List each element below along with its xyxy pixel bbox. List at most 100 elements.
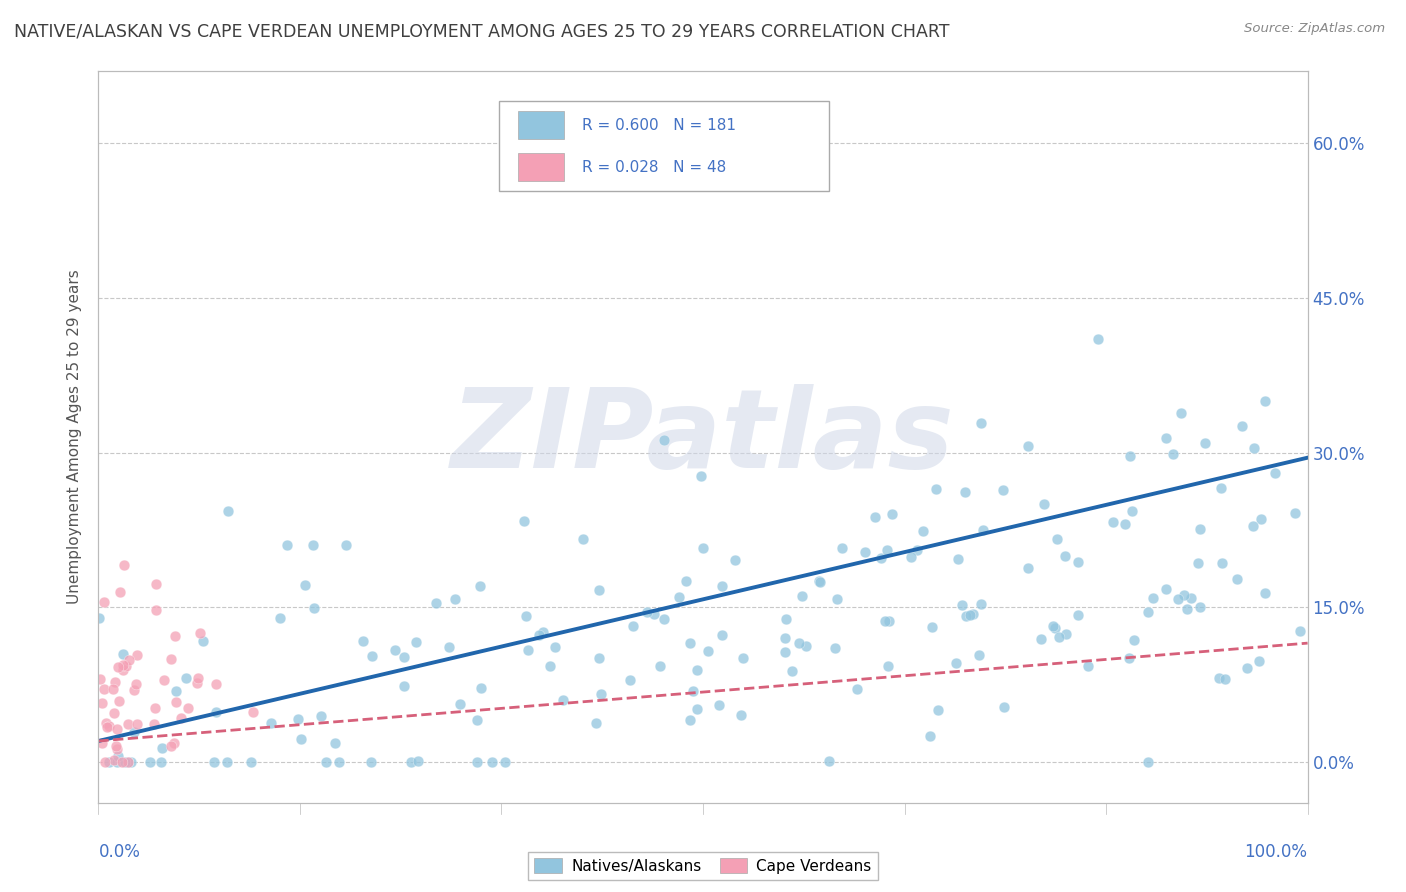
Text: 100.0%: 100.0%	[1244, 843, 1308, 861]
FancyBboxPatch shape	[517, 153, 564, 181]
Point	[1180, 591, 1202, 605]
Point	[125, 648, 148, 662]
Point	[112, 657, 135, 672]
Point	[107, 694, 129, 708]
Point	[679, 713, 702, 727]
Point	[724, 553, 747, 567]
Point	[269, 610, 291, 624]
Text: R = 0.600   N = 181: R = 0.600 N = 181	[582, 118, 737, 133]
Text: NATIVE/ALASKAN VS CAPE VERDEAN UNEMPLOYMENT AMONG AGES 25 TO 29 YEARS CORRELATIO: NATIVE/ALASKAN VS CAPE VERDEAN UNEMPLOYM…	[14, 22, 949, 40]
Text: R = 0.028   N = 48: R = 0.028 N = 48	[582, 160, 727, 175]
Point	[959, 607, 981, 622]
Point	[1087, 332, 1109, 346]
Point	[176, 701, 198, 715]
Point	[93, 681, 115, 696]
Point	[468, 579, 491, 593]
Point	[1046, 532, 1069, 546]
Point	[875, 614, 897, 628]
Point	[481, 755, 503, 769]
Point	[107, 742, 129, 756]
Point	[1167, 592, 1189, 607]
Point	[876, 542, 898, 557]
Point	[142, 717, 165, 731]
Point	[1029, 632, 1052, 646]
Point	[449, 697, 471, 711]
Point	[217, 755, 239, 769]
Point	[1211, 556, 1233, 570]
Point	[392, 649, 415, 664]
Point	[89, 672, 111, 686]
Point	[870, 551, 893, 566]
Text: ZIPatlas: ZIPatlas	[451, 384, 955, 491]
Point	[1119, 449, 1142, 463]
Point	[276, 538, 298, 552]
Point	[1017, 561, 1039, 575]
Point	[165, 695, 187, 709]
Point	[384, 643, 406, 657]
Point	[1066, 555, 1088, 569]
Point	[112, 647, 135, 661]
Point	[1243, 441, 1265, 455]
Point	[790, 589, 813, 603]
Point	[1047, 630, 1070, 644]
Point	[104, 675, 127, 690]
Point	[619, 673, 641, 688]
Point	[945, 656, 967, 670]
Point	[153, 673, 176, 687]
Point	[260, 716, 283, 731]
Point	[1101, 516, 1123, 530]
Point	[538, 659, 561, 673]
Point	[877, 659, 900, 673]
Point	[117, 755, 139, 769]
Point	[187, 671, 209, 685]
Point	[621, 619, 644, 633]
Point	[104, 739, 127, 754]
Point	[94, 716, 117, 731]
Point	[690, 469, 713, 483]
Point	[950, 598, 973, 612]
Point	[733, 651, 755, 665]
Point	[124, 725, 146, 739]
Point	[1042, 619, 1064, 633]
Point	[775, 612, 797, 626]
Point	[948, 552, 970, 566]
Point	[323, 736, 346, 750]
Point	[1187, 556, 1209, 570]
Point	[301, 537, 323, 551]
Point	[470, 681, 492, 696]
Point	[955, 609, 977, 624]
Point	[824, 641, 846, 656]
Point	[1032, 497, 1054, 511]
Point	[107, 660, 129, 674]
Point	[205, 705, 228, 719]
Point	[1284, 506, 1306, 520]
Point	[125, 717, 148, 731]
Point	[360, 755, 382, 769]
Text: 0.0%: 0.0%	[98, 843, 141, 861]
Point	[1194, 436, 1216, 450]
Point	[794, 639, 817, 653]
Point	[1077, 658, 1099, 673]
Point	[1188, 600, 1211, 615]
Point	[1142, 591, 1164, 605]
Point	[150, 740, 173, 755]
Point	[117, 716, 139, 731]
Point	[654, 612, 676, 626]
Point	[392, 679, 415, 693]
Point	[853, 545, 876, 559]
Point	[87, 610, 110, 624]
Point	[1161, 447, 1184, 461]
Point	[93, 595, 115, 609]
Point	[970, 417, 993, 431]
Point	[1175, 602, 1198, 616]
Point	[825, 592, 848, 607]
Point	[1114, 516, 1136, 531]
Point	[242, 705, 264, 719]
Point	[1236, 661, 1258, 675]
Point	[1264, 466, 1286, 480]
Point	[905, 542, 928, 557]
Point	[773, 645, 796, 659]
Point	[585, 716, 607, 731]
Point	[517, 642, 540, 657]
Point	[465, 713, 488, 727]
